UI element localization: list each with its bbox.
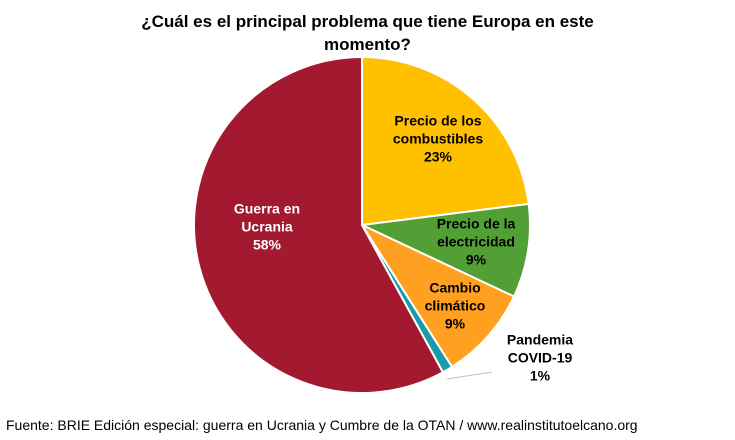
slice-label-war: Guerra en Ucrania 58% [234, 201, 300, 253]
pie-slices [193, 56, 532, 394]
chart-title-line-2: momento? [324, 35, 411, 54]
slice-label-climate: Cambio climático 9% [425, 280, 486, 332]
chart-title: ¿Cuál es el principal problema que tiene… [0, 10, 735, 56]
covid-leader-line [446, 371, 493, 380]
slice-value-covid: 1% [530, 368, 551, 384]
slice-value-war: 58% [253, 237, 282, 253]
slice-label-fuel: Precio de los combustibles 23% [393, 113, 483, 165]
pie-slice-climate [361, 224, 516, 368]
slice-label-electricity: Precio de la electricidad 9% [437, 216, 516, 268]
slice-value-fuel: 23% [424, 149, 453, 165]
pie-slice-fuel [361, 56, 530, 226]
slice-label-line-climate: Cambio [429, 280, 480, 296]
slice-label-covid: Pandemia COVID-19 1% [507, 332, 573, 384]
slice-label-line-fuel: combustibles [393, 131, 483, 147]
slice-label-line-covid: Pandemia [507, 332, 573, 348]
slice-value-climate: 9% [445, 316, 466, 332]
slice-value-electricity: 9% [466, 252, 487, 268]
slice-label-line-electricity: Precio de la [437, 216, 516, 232]
slice-label-line-war: Ucrania [241, 219, 293, 235]
slice-label-line-covid: COVID-19 [508, 350, 573, 366]
chart-title-line-1: ¿Cuál es el principal problema que tiene… [141, 12, 594, 31]
pie-slice-war [193, 56, 444, 394]
pie-labels: Precio de los combustibles 23% Precio de la… [234, 113, 573, 384]
pie-chart: Precio de los combustibles 23% Precio de la… [193, 56, 573, 394]
slice-label-line-climate: climático [425, 298, 486, 314]
slice-label-line-fuel: Precio de los [394, 113, 481, 129]
slice-label-line-war: Guerra en [234, 201, 300, 217]
source-note: Fuente: BRIE Edición especial: guerra en… [6, 417, 638, 433]
slice-label-line-electricity: electricidad [437, 234, 515, 250]
pie-slice-electricity [361, 202, 532, 298]
